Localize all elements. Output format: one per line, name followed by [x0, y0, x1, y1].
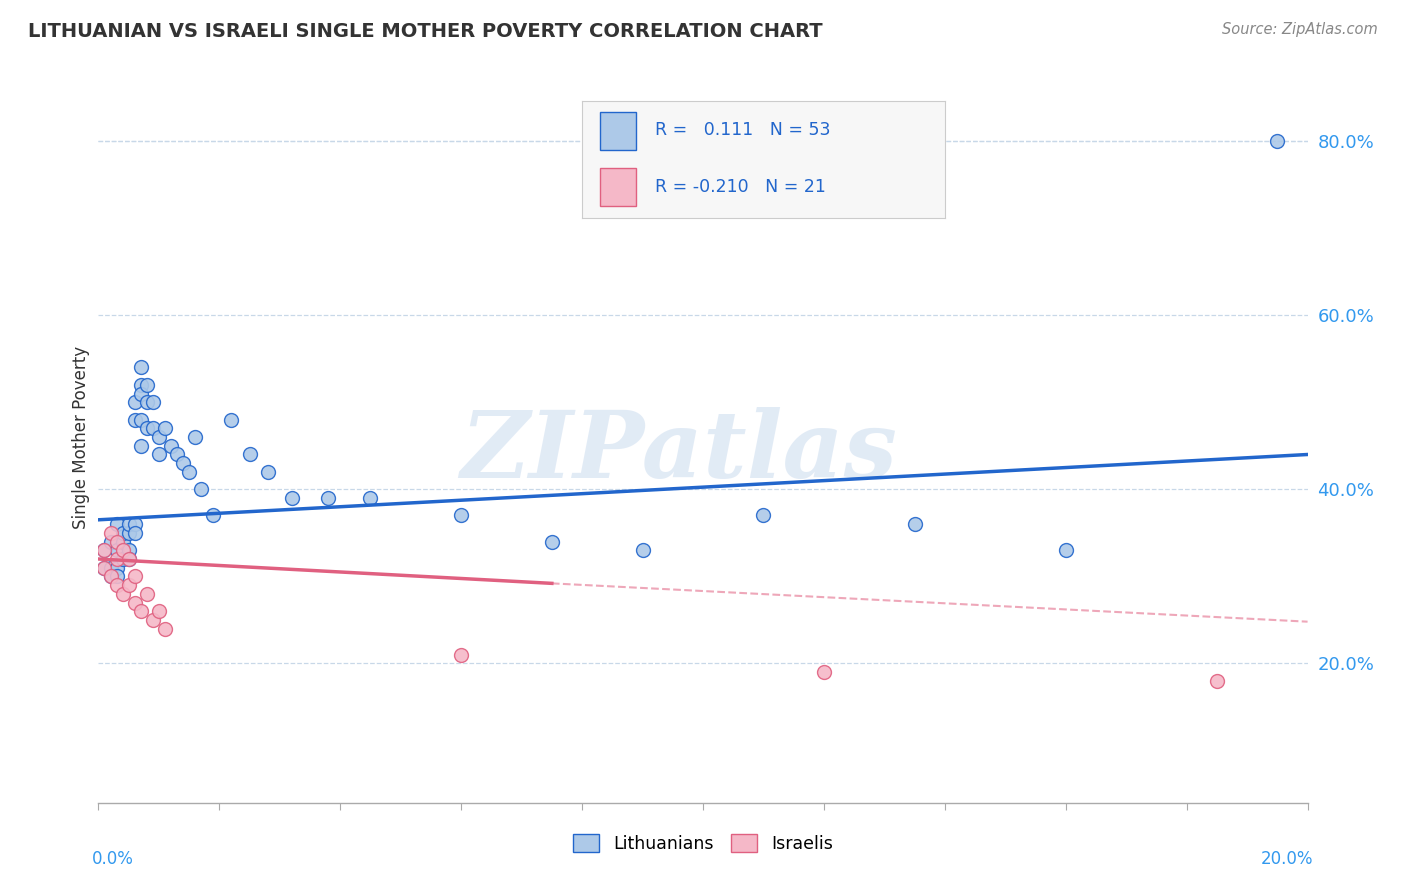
Point — [111, 525, 134, 540]
Point — [148, 448, 170, 462]
Point — [100, 525, 122, 540]
Point — [100, 560, 122, 574]
Point — [1054, 543, 1077, 558]
Point — [1206, 673, 1229, 688]
Point — [105, 517, 128, 532]
Point — [118, 525, 141, 540]
Point — [904, 517, 927, 532]
Point — [105, 569, 128, 583]
Point — [752, 508, 775, 523]
Point — [450, 508, 472, 523]
Point — [135, 377, 157, 392]
Point — [93, 560, 115, 574]
Point — [111, 552, 134, 566]
Point — [105, 534, 128, 549]
Point — [184, 430, 207, 444]
Point — [118, 517, 141, 532]
Point — [190, 483, 212, 497]
Point — [360, 491, 382, 505]
Point — [166, 448, 188, 462]
Point — [142, 395, 165, 409]
Point — [118, 552, 141, 566]
Point — [129, 412, 152, 426]
Point — [118, 578, 141, 592]
Point — [105, 560, 128, 574]
Point — [153, 421, 176, 435]
Point — [813, 665, 835, 680]
Point — [540, 534, 562, 549]
Point — [105, 543, 128, 558]
Point — [129, 386, 152, 401]
Point — [105, 578, 128, 592]
Point — [142, 613, 165, 627]
Point — [256, 465, 278, 479]
Text: 20.0%: 20.0% — [1261, 850, 1313, 868]
Point — [129, 377, 152, 392]
Point — [221, 412, 243, 426]
Point — [118, 552, 141, 566]
Point — [124, 412, 146, 426]
Point — [202, 508, 225, 523]
Text: Source: ZipAtlas.com: Source: ZipAtlas.com — [1222, 22, 1378, 37]
Point — [129, 439, 152, 453]
Legend: Lithuanians, Israelis: Lithuanians, Israelis — [567, 827, 839, 860]
Text: ZIPatlas: ZIPatlas — [460, 407, 897, 497]
Point — [124, 395, 146, 409]
Point — [111, 587, 134, 601]
Point — [100, 569, 122, 583]
Point — [148, 604, 170, 618]
Point — [160, 439, 183, 453]
Point — [631, 543, 654, 558]
Text: 0.0%: 0.0% — [93, 850, 134, 868]
Point — [100, 534, 122, 549]
Point — [172, 456, 194, 470]
Point — [239, 448, 262, 462]
Y-axis label: Single Mother Poverty: Single Mother Poverty — [72, 345, 90, 529]
Point — [129, 604, 152, 618]
Point — [111, 543, 134, 558]
Point — [135, 587, 157, 601]
Point — [135, 395, 157, 409]
Point — [124, 525, 146, 540]
Point — [316, 491, 339, 505]
Point — [93, 543, 115, 558]
Point — [124, 569, 146, 583]
Point — [124, 517, 146, 532]
Point — [93, 543, 115, 558]
Point — [129, 360, 152, 375]
Point — [148, 430, 170, 444]
Point — [142, 421, 165, 435]
Point — [124, 595, 146, 609]
Text: LITHUANIAN VS ISRAELI SINGLE MOTHER POVERTY CORRELATION CHART: LITHUANIAN VS ISRAELI SINGLE MOTHER POVE… — [28, 22, 823, 41]
Point — [450, 648, 472, 662]
Point — [93, 560, 115, 574]
Point — [111, 534, 134, 549]
Point — [118, 543, 141, 558]
Point — [1267, 134, 1289, 148]
Point — [281, 491, 304, 505]
Point — [153, 622, 176, 636]
Point — [105, 552, 128, 566]
Point — [135, 421, 157, 435]
Point — [179, 465, 201, 479]
Point — [100, 569, 122, 583]
